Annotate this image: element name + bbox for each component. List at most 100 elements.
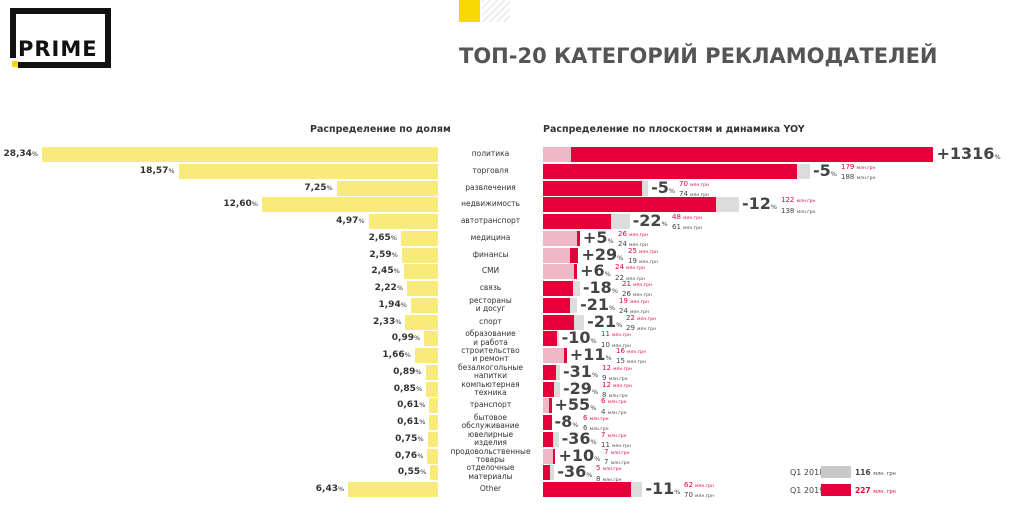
percent-sign: % [419,418,426,426]
percent-sign: % [607,236,614,245]
unit: млн.грн [607,433,627,439]
row-values: 16 млн.грн 15 млн.грн [616,347,646,368]
unit: млн.грн [612,444,631,450]
share-bar [429,415,438,430]
category-label: образование и работа [465,329,516,347]
percent-sign: % [572,421,579,429]
share-label: 12,60% [223,196,258,213]
percent-sign: % [417,434,424,443]
value-2018: 15 млн.грн [616,357,646,367]
bar-q1-2019 [543,465,551,481]
value-2019: 5 млн.грн [596,464,622,474]
unit: млн.грн [796,209,816,215]
yoy-change: -21% [587,313,623,334]
value-2018-number: 24 [618,240,627,249]
value-2019: 7 млн.грн [604,448,630,458]
value-2018-number: 10 [601,340,610,349]
share-bar [405,314,438,330]
percent-sign: % [338,485,345,493]
value-2019: 22 млн.грн [626,314,656,324]
value-2018: 29 млн.грн [626,324,656,334]
share-label: 0,61% [397,414,425,431]
percent-sign: % [590,437,597,446]
row-values: 12 млн.грн 8 млн.грн [602,381,632,402]
value-2018-number: 22 [615,273,624,282]
share-label: 2,22% [375,280,403,297]
yoy-value: +5 [582,227,608,247]
unit: млн.грн [629,232,648,238]
bar-q1-2018 [631,482,643,497]
value-2019-number: 48 [672,213,681,221]
yoy-value: +10 [558,445,595,465]
share-bar [430,465,438,481]
bar-q1-2019 [552,448,556,464]
share-bar [368,214,438,229]
prime-logo: PRIME [10,8,111,68]
value-2018: 61 млн.грн [672,223,702,233]
yoy-value: +11 [569,345,606,364]
bar-q1-2019 [543,482,632,497]
bar-q1-2018 [572,281,580,296]
share-value: 2,33 [373,316,396,327]
percent-sign: % [390,233,397,242]
category-label: спорт [479,316,502,326]
share-bar [403,264,438,280]
bar-q1-2018 [550,465,555,481]
bar-q1-2019 [543,214,612,229]
value-2018-number: 70 [684,491,693,500]
value-2019-number: 62 [684,481,693,489]
decor-stripes [482,0,510,22]
share-label: 0,75% [395,431,423,448]
yoy-change: +55% [555,396,597,417]
share-label: 4,97% [336,213,364,230]
value-2018-number: 29 [626,323,635,332]
yoy-change: -21% [580,296,615,317]
yoy-change: -18% [583,279,618,300]
percent-sign: % [586,471,593,480]
category-label: ювелирные изделия [467,429,514,448]
chart-row: 0,55% отделочные материалы -36% 5 млн.грн 8 … [0,462,1021,482]
chart-row: 7,25% развлечения -5% 70 млн.грн 74 млн.грн [0,179,1021,198]
bar-q1-2018 [716,197,739,213]
unit: млн.грн [639,249,658,255]
value-2018: 10 млн.грн [601,341,631,351]
row-values: 48 млн.грн 61 млн.грн [672,213,702,234]
bar-q1-2018 [574,314,585,330]
category-label: рестораны и досуг [469,295,512,314]
yoy-change: +1316% [937,145,1001,166]
value-2018: 138 млн.грн [781,207,815,217]
value-2019: 62 млн.грн [684,481,714,491]
value-2018: 4 млн.грн [601,408,627,418]
unit: млн.грн [602,467,622,473]
value-2018-number: 138 [781,206,795,215]
share-value: 28,34 [3,149,32,159]
percent-sign: % [396,284,403,292]
percent-sign: % [616,320,623,329]
yoy-value: -36 [557,462,587,482]
yoy-value: -36 [561,428,591,448]
unit: млн.грн [683,216,702,221]
share-bar [425,364,438,380]
bar-q1-2019 [543,381,555,397]
value-2019-number: 21 [622,280,631,288]
value-2018: 26 млн.грн [622,290,652,300]
percent-sign: % [395,317,402,326]
bar-q1-2019 [574,264,578,280]
yoy-value: -29 [563,378,592,398]
percent-sign: % [420,468,427,477]
value-2018: 22 млн.грн [615,274,645,284]
value-2019-number: 16 [616,347,625,355]
bar-q1-2018 [543,247,570,263]
unit: млн.грн [626,266,645,272]
legend-swatch-2019 [821,484,851,496]
percent-sign: % [251,200,258,209]
row-values: 6 млн.грн 4 млн.грн [601,397,627,418]
bar-q1-2019 [543,297,570,313]
share-label: 0,89% [393,364,421,381]
row-values: 122 млн.грн 138 млн.грн [781,196,815,217]
share-value: 0,76 [394,450,418,461]
yoy-change: -36% [561,428,597,451]
yoy-value: -11 [645,479,675,498]
yoy-value: -22 [632,211,662,230]
bar-q1-2019 [543,314,575,330]
